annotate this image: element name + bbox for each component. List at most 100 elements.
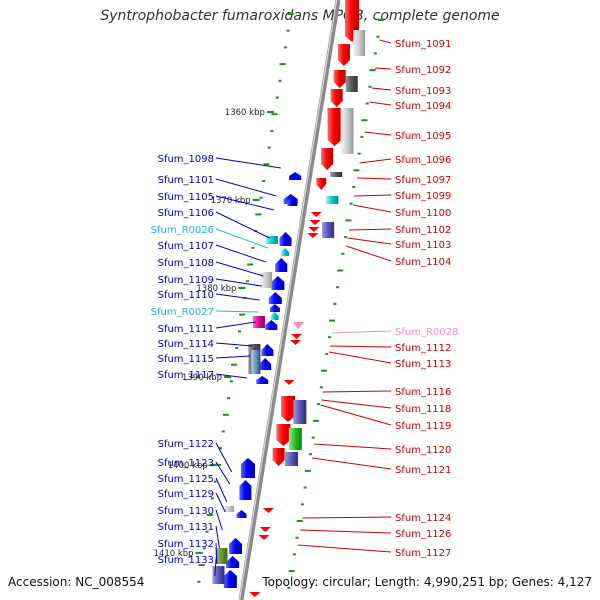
gene-feature-block (322, 222, 335, 238)
gene-labels: Sfum_1091 Sfum_1092 Sfum_1093 Sfum_1094 Sfum… (151, 39, 459, 566)
gene-feature-block (353, 30, 366, 56)
gene-feature-block (340, 108, 354, 154)
topology-label: Topology: circular; Length: 4,990,251 bp… (262, 575, 592, 589)
forward-gene-chevron (262, 508, 274, 513)
right-gene-label: Sfum_1099 (395, 191, 451, 202)
forward-gene-feature (316, 178, 327, 190)
forward-gene-chevron (308, 227, 320, 232)
leader-line (371, 87, 392, 91)
forward-gene-feature (333, 70, 346, 88)
right-gene-label: Sfum_1093 (395, 86, 451, 97)
right-gene-label: Sfum_1103 (395, 240, 451, 251)
right-gene-label: Sfum_1121 (395, 465, 451, 476)
forward-gene-feature (321, 148, 334, 170)
leader-line (215, 509, 223, 531)
kbp-label: 1390 kbp (182, 373, 222, 383)
left-gene-label: Sfum_1133 (158, 555, 214, 566)
forward-gene-chevron (307, 233, 319, 238)
left-gene-label: Sfum_1111 (158, 324, 214, 335)
leader-line (215, 278, 262, 287)
leader-line (321, 399, 392, 409)
left-gene-label: Sfum_1130 (158, 506, 214, 517)
kbp-label: 1370 kbp (211, 196, 251, 206)
leader-line (215, 261, 264, 277)
right-gene-label: Sfum_1113 (395, 359, 451, 370)
label-leader-lines (214, 39, 392, 577)
reverse-gene-feature (275, 258, 288, 272)
left-gene-label: Sfum_1115 (158, 354, 214, 365)
leader-line (357, 177, 392, 180)
reverse-gene-feature (229, 538, 243, 554)
gene-feature-block (252, 316, 265, 328)
leader-line (352, 204, 392, 213)
forward-gene-chevron (310, 212, 322, 217)
kbp-scale: 1360 kbp 1370 kbp 1380 kbp 1390 kbp 1400 kbp… (154, 108, 274, 559)
accession-label: Accession: NC_008554 (8, 575, 145, 589)
forward-gene-feature (330, 89, 343, 107)
left-gene-label: Sfum_1114 (158, 339, 214, 350)
right-gene-label: Sfum_1116 (395, 387, 451, 398)
genome-backbone (238, 0, 341, 600)
left-gene-label: Sfum_1117 (158, 370, 214, 381)
right-gene-label: Sfum_1126 (395, 529, 451, 540)
forward-gene-chevron (309, 220, 321, 225)
gene-feature-block (222, 506, 235, 512)
leader-line (364, 131, 392, 136)
leader-line (314, 443, 392, 450)
kbp-label: 1410 kbp (154, 549, 194, 559)
gene-feature-block (215, 548, 228, 564)
right-gene-label: Sfum_1127 (395, 548, 451, 559)
reverse-gene-feature (226, 556, 240, 568)
gene-feature-block (212, 566, 225, 584)
left-gene-label: Sfum_R0027 (151, 307, 214, 318)
right-gene-label: Sfum_1100 (395, 208, 451, 219)
gene-feature-block (284, 452, 298, 466)
leader-line (215, 211, 270, 239)
right-gene-label: Sfum_1124 (395, 513, 451, 524)
right-gene-label: Sfum_1096 (395, 155, 451, 166)
right-gene-label: Sfum_1119 (395, 421, 451, 432)
leader-line (374, 67, 392, 70)
gene-feature-block (260, 272, 273, 288)
leader-line (215, 525, 220, 549)
forward-gene-chevron (249, 592, 261, 597)
leader-line (215, 373, 247, 379)
leader-line (215, 293, 260, 301)
left-gene-label: Sfum_1123 (158, 458, 214, 469)
leader-line (297, 544, 392, 553)
leader-line (329, 351, 392, 364)
leader-line (369, 101, 392, 106)
leader-line (302, 516, 392, 519)
leader-line (214, 558, 217, 577)
leader-line (215, 310, 258, 313)
left-gene-label: Sfum_1125 (158, 474, 214, 485)
reverse-gene-feature (256, 376, 269, 384)
forward-gene-feature (337, 44, 350, 66)
right-gene-label: Sfum_1091 (395, 39, 451, 50)
leader-line (354, 194, 392, 197)
reverse-gene-feature (268, 292, 282, 304)
reverse-gene-feature (261, 344, 274, 356)
gene-feature-block (345, 76, 358, 92)
right-gene-label: Sfum_R0028 (395, 327, 458, 338)
forward-gene-chevron (258, 535, 270, 540)
rna-feature (292, 322, 304, 329)
left-gene-label: Sfum_1107 (158, 241, 214, 252)
right-gene-label: Sfum_1097 (395, 175, 451, 186)
leader-line (322, 390, 392, 393)
reverse-gene-feature (269, 304, 280, 312)
reverse-gene-feature (279, 232, 292, 246)
left-gene-label: Sfum_1098 (158, 154, 214, 165)
gene-feature-block (251, 350, 260, 374)
leader-line (379, 39, 392, 44)
reverse-gene-feature (265, 320, 278, 330)
gene-feature-block (330, 172, 343, 177)
left-gene-label: Sfum_1108 (158, 258, 214, 269)
leader-line (215, 492, 226, 513)
forward-gene-feature (276, 424, 291, 446)
right-gene-label: Sfum_1092 (395, 65, 451, 76)
right-gene-label: Sfum_1102 (395, 225, 451, 236)
left-gene-label: Sfum_1132 (158, 539, 214, 550)
leader-line (215, 228, 269, 249)
